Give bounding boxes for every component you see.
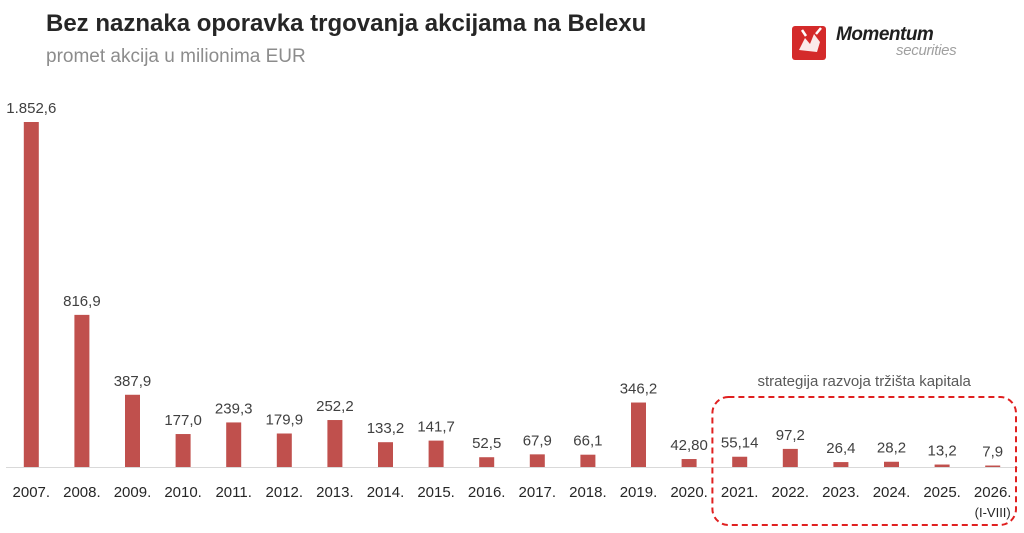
value-label: 387,9 (114, 373, 152, 390)
value-label: 55,14 (721, 435, 759, 452)
value-label: 26,4 (826, 440, 855, 457)
value-label: 13,2 (927, 443, 956, 460)
value-label: 52,5 (472, 435, 501, 452)
bar-2022 (782, 448, 798, 467)
value-label: 177,0 (164, 412, 202, 429)
bar-2026 (985, 465, 1001, 467)
bar-2008 (74, 314, 90, 467)
bar-2011 (226, 422, 242, 467)
bull-icon (792, 26, 826, 60)
value-label: 252,2 (316, 398, 354, 415)
category-label: 2026. (974, 484, 1012, 501)
bar-2014 (378, 442, 393, 467)
bar-2009 (125, 394, 140, 467)
value-label: 97,2 (776, 427, 805, 444)
category-label: 2013. (316, 484, 354, 501)
bar-2019 (631, 402, 646, 467)
category-label: 2017. (519, 484, 557, 501)
annotation-label: strategija razvoja tržišta kapitala (757, 373, 971, 390)
chart-title: Bez naznaka oporavka trgovanja akcijama … (46, 10, 647, 37)
category-label: 2024. (873, 484, 911, 501)
value-label: 42,80 (670, 437, 708, 454)
category-label: 2009. (114, 484, 152, 501)
bar-2013 (327, 420, 343, 467)
bar-2024 (884, 461, 899, 467)
value-label: 7,9 (982, 444, 1003, 461)
logo-wordmark: Momentum (836, 24, 934, 45)
category-label: 2022. (772, 484, 810, 501)
category-label: 2012. (266, 484, 304, 501)
chart-subtitle: promet akcija u milionima EUR (46, 46, 306, 67)
category-note: (I-VIII) (975, 505, 1011, 520)
category-label: 2010. (164, 484, 202, 501)
bar-2010 (175, 434, 191, 467)
category-label: 2023. (822, 484, 860, 501)
category-label: 2025. (923, 484, 961, 501)
logo-tagline: securities (896, 42, 957, 59)
category-label: 2020. (670, 484, 708, 501)
bar-2015 (428, 440, 444, 467)
value-label: 346,2 (620, 381, 658, 398)
bar-2007 (23, 122, 39, 467)
value-label: 816,9 (63, 293, 101, 310)
bar-2018 (580, 454, 596, 467)
value-label: 133,2 (367, 420, 405, 437)
value-label: 179,9 (266, 411, 304, 428)
bar-2020 (681, 459, 697, 467)
value-label: 28,2 (877, 440, 906, 457)
bar-2017 (529, 454, 545, 467)
bar-2025 (934, 464, 950, 467)
value-label: 239,3 (215, 400, 253, 417)
category-label: 2014. (367, 484, 405, 501)
category-label: 2021. (721, 484, 759, 501)
category-label: 2016. (468, 484, 506, 501)
value-label: 141,7 (417, 419, 455, 436)
category-label: 2019. (620, 484, 658, 501)
value-label: 66,1 (573, 433, 602, 450)
value-label: 67,9 (523, 432, 552, 449)
category-label: 2007. (13, 484, 51, 501)
category-label: 2008. (63, 484, 101, 501)
bar-2012 (276, 433, 292, 467)
category-label: 2018. (569, 484, 607, 501)
momentum-logo: Momentum securities (792, 22, 982, 64)
category-label: 2015. (417, 484, 455, 501)
bar-2023 (833, 462, 849, 467)
value-label: 1.852,6 (6, 100, 56, 117)
bar-2021 (732, 456, 748, 467)
highlight-box (711, 396, 1018, 526)
category-label: 2011. (215, 484, 251, 501)
bar-2016 (479, 457, 495, 467)
